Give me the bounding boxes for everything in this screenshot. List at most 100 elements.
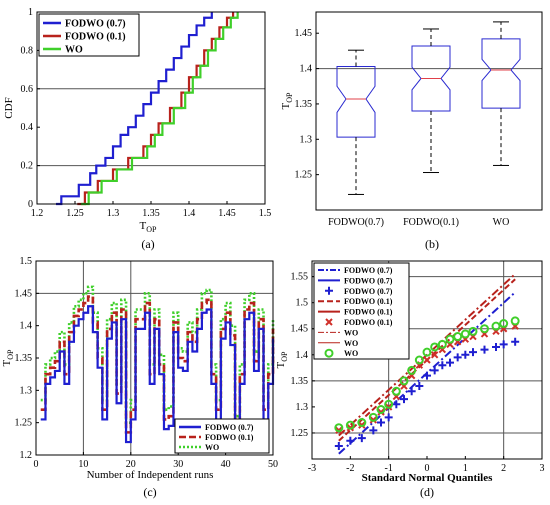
c-legend-label-0: FODWO (0.7) (205, 423, 254, 432)
d-point-wo-0 (334, 423, 344, 433)
d-legend-label-3: FODWO (0.1) (344, 297, 393, 306)
d-legend-swatch-8 (324, 348, 334, 358)
a-ytick-label-4: 0.8 (21, 45, 34, 56)
d-point-fodwo07-19 (499, 340, 508, 349)
d-ylabel-main: T (275, 361, 287, 368)
c-xtick-label-5: 50 (268, 459, 278, 470)
a-ytick-label-2: 0.4 (21, 122, 34, 133)
c-xlabel: Number of Independent runs (87, 469, 214, 481)
d-point-fodwo07-6 (392, 400, 401, 409)
a-legend-label-2: WO (65, 45, 83, 56)
d-point-wo-2 (357, 418, 367, 428)
d-point-wo-20 (510, 316, 520, 326)
a-xtick-label-0: 1.2 (31, 208, 44, 219)
d-point-wo-5 (384, 399, 394, 409)
c-caption: (c) (143, 485, 156, 499)
d-xtick-label-0: -3 (308, 463, 316, 474)
c-ytick-label-3: 1.35 (15, 353, 33, 364)
b-plot-frame (315, 11, 543, 211)
d-legend-label-2: FODWO (0.7) (344, 287, 393, 296)
d-ytick-label-3: 1.4 (296, 350, 309, 361)
d-point-wo-15 (460, 329, 470, 339)
d-point-fodwo07-17 (480, 345, 489, 354)
d-point-wo-3 (368, 412, 378, 422)
d-point-wo-13 (445, 334, 455, 344)
d-legend-label-6: WO (344, 328, 358, 337)
c-xtick-label-0: 0 (34, 459, 39, 470)
a-xtick-label-2: 1.3 (107, 208, 120, 219)
d-legend-label-7: WO (344, 339, 358, 348)
d-ytick-label-6: 1.55 (291, 272, 309, 283)
d-point-wo-12 (437, 339, 447, 349)
d-point-wo-9 (414, 355, 424, 365)
d-point-fodwo07-1 (346, 436, 355, 445)
d-point-fodwo07-9 (415, 382, 424, 391)
panel-b-boxplot-chart: 1.25 1.3 1.35 1.4 1.45 FODWO(0.7) FODWO(0.1) WO… (280, 11, 543, 251)
d-point-fodwo07-13 (446, 358, 454, 367)
a-ytick-label-0: 0 (28, 199, 33, 210)
d-point-fodwo07-5 (384, 413, 393, 422)
c-xtick-label-4: 40 (221, 459, 231, 470)
d-point-wo-11 (430, 342, 440, 352)
d-point-wo-1 (345, 420, 355, 430)
d-ytick-label-1: 1.3 (296, 402, 309, 413)
a-xlabel-sub: OP (146, 225, 157, 234)
b-caption: (b) (425, 237, 439, 251)
d-point-fodwo01-11 (430, 351, 439, 359)
d-point-wo-6 (391, 386, 401, 396)
b-ytick-label-2: 1.35 (295, 99, 313, 110)
b-box-body-1 (411, 45, 451, 112)
c-ylabel: TOP (1, 349, 15, 367)
d-point-fodwo07-14 (453, 353, 462, 362)
d-xtick-label-4: 1 (463, 463, 468, 474)
d-point-wo-17 (480, 324, 489, 334)
d-xtick-label-5: 2 (501, 463, 506, 474)
d-ytick-label-5: 1.5 (296, 298, 309, 309)
c-ytick-label-2: 1.3 (20, 385, 33, 396)
d-legend-label-5: FODWO (0.1) (344, 318, 393, 327)
a-caption: (a) (141, 237, 154, 251)
b-ylabel-sub: OP (285, 92, 294, 103)
panel-c-runs-chart: 0 10 20 30 40 50 1.2 1.25 1.3 1.35 1.4 1.45 1.5 TOP Nu… (1, 256, 278, 499)
a-series-0 (56, 12, 213, 206)
c-xtick-label-1: 10 (78, 459, 88, 470)
c-ytick-label-1: 1.25 (15, 418, 33, 429)
d-point-fodwo07-7 (400, 395, 408, 404)
a-legend-label-0: FODWO (0.7) (65, 19, 126, 30)
d-point-wo-7 (399, 376, 409, 386)
d-point-fodwo07-15 (461, 350, 470, 359)
a-ytick-label-5: 1 (28, 7, 33, 18)
d-legend-label-4: FODWO (0.1) (344, 308, 393, 317)
c-xtick-label-3: 30 (173, 459, 183, 470)
d-xtick-label-2: -1 (384, 463, 392, 474)
d-xtick-label-1: -2 (346, 463, 354, 474)
d-legend: FODWO (0.7)FODWO (0.7)FODWO (0.7)FODWO (… (313, 262, 410, 360)
a-xtick-label-3: 1.35 (142, 208, 160, 219)
c-ylabel-main: T (1, 359, 13, 366)
d-point-wo-8 (407, 365, 417, 375)
b-category-label-0: FODWO(0.7) (328, 217, 384, 228)
b-box-1 (411, 28, 451, 174)
d-ytick-label-4: 1.45 (291, 324, 309, 335)
c-series-2 (40, 285, 275, 424)
a-legend: FODWO (0.7) FODWO (0.1) WO (38, 13, 140, 57)
c-series-1 (40, 295, 275, 434)
a-legend-label-1: FODWO (0.1) (65, 32, 126, 43)
d-xlabel: Standard Normal Quantiles (362, 472, 494, 484)
d-point-fodwo01-10 (423, 356, 431, 364)
b-ytick-label-3: 1.4 (300, 64, 313, 75)
b-ytick-label-0: 1.25 (295, 170, 313, 181)
d-ytick-label-0: 1.25 (291, 428, 309, 439)
c-xtick-label-2: 20 (126, 459, 136, 470)
d-point-fodwo07-10 (423, 371, 431, 380)
d-point-wo-10 (422, 347, 432, 357)
d-point-fodwo07-8 (407, 387, 416, 396)
d-point-fodwo07-3 (369, 426, 378, 435)
c-legend-label-1: FODWO (0.1) (205, 433, 254, 442)
a-ylabel: CDF (3, 97, 15, 118)
d-point-fodwo07-2 (357, 434, 366, 443)
c-ytick-label-6: 1.5 (20, 256, 33, 267)
d-ylabel: TOP (275, 351, 289, 369)
a-xtick-label-6: 1.5 (259, 208, 272, 219)
